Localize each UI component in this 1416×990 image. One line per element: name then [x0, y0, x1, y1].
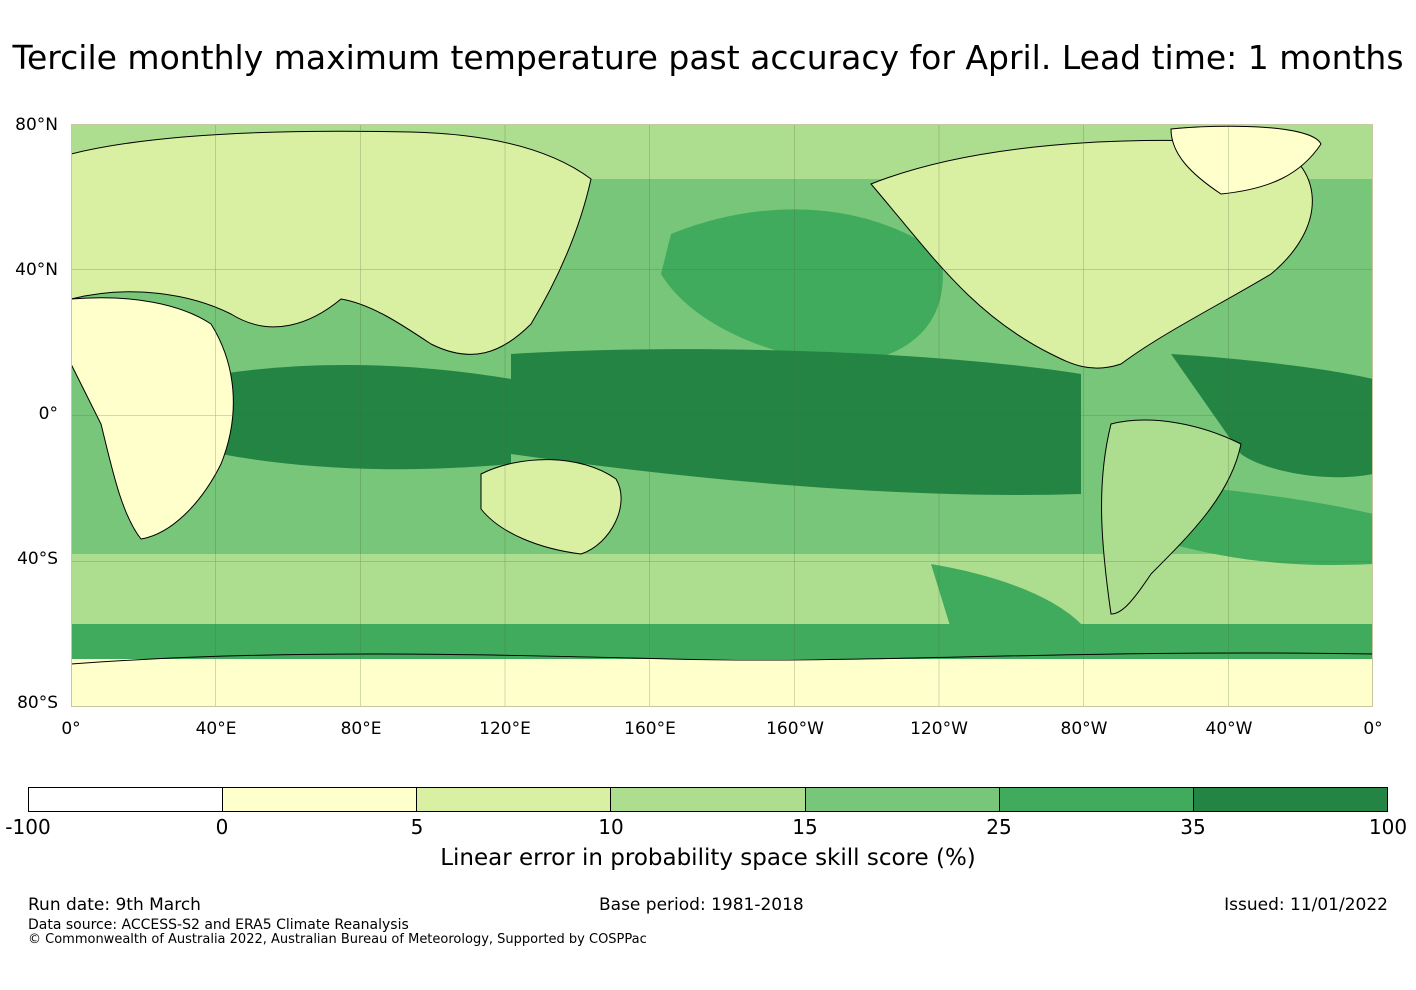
south-pacific-zone — [931, 564, 1081, 629]
lon-label-80e: 80°E — [340, 719, 382, 739]
lon-label-0-east: 0° — [1363, 719, 1383, 739]
colorbar-segment — [999, 788, 1194, 811]
colorbar — [28, 787, 1388, 812]
southern-ocean-band — [71, 554, 1373, 624]
colorbar-segment — [29, 788, 224, 811]
lon-label-40e: 40°E — [195, 719, 237, 739]
data-source: Data source: ACCESS-S2 and ERA5 Climate … — [28, 917, 409, 933]
tropical-pacific — [511, 349, 1081, 495]
australia-landmass — [480, 459, 622, 555]
colorbar-segment — [417, 788, 612, 811]
colorbar-label: Linear error in probability space skill … — [440, 845, 976, 871]
lon-label-40w: 40°W — [1205, 719, 1253, 739]
antarctica-region — [71, 659, 1373, 707]
colorbar-segment — [805, 788, 1000, 811]
africa-landmass — [71, 297, 234, 540]
colorbar-tick: 15 — [792, 815, 818, 839]
colorbar-tick: -100 — [5, 815, 51, 839]
lon-label-120e: 120°E — [479, 719, 531, 739]
lon-label-80w: 80°W — [1060, 719, 1108, 739]
lat-label-80n: 80°N — [15, 115, 58, 135]
colorbar-tick: 10 — [598, 815, 624, 839]
tropical-indian-ocean — [221, 364, 511, 470]
copyright: © Commonwealth of Australia 2022, Austra… — [28, 932, 647, 947]
eurasia-landmass — [71, 130, 592, 355]
map-frame — [71, 124, 1373, 707]
south-atlantic-zone — [1171, 484, 1373, 565]
lon-label-160w: 160°W — [766, 719, 824, 739]
colorbar-segment — [1193, 788, 1387, 811]
lat-label-80s: 80°S — [17, 693, 58, 713]
map-title: Tercile monthly maximum temperature past… — [12, 38, 1404, 77]
colorbar-tick: 5 — [410, 815, 424, 839]
antarctica-coastline — [71, 652, 1373, 665]
lat-label-0: 0° — [38, 404, 58, 424]
base-period: Base period: 1981-2018 — [599, 895, 804, 915]
north-pacific-zone — [661, 209, 943, 364]
colorbar-tick: 0 — [215, 815, 229, 839]
colorbar-segment — [223, 788, 418, 811]
colorbar-tick: 35 — [1180, 815, 1206, 839]
colorbar-tick: 100 — [1368, 815, 1408, 839]
lon-label-120w: 120°W — [910, 719, 968, 739]
colorbar-segment — [611, 788, 806, 811]
south-america-landmass — [1101, 419, 1242, 615]
lon-label-0: 0° — [61, 719, 81, 739]
issued-date: Issued: 11/01/2022 — [1224, 895, 1388, 915]
graticule — [71, 124, 1373, 707]
lon-label-160e: 160°E — [624, 719, 676, 739]
lat-label-40s: 40°S — [17, 549, 58, 569]
run-date: Run date: 9th March — [28, 895, 201, 915]
north-america-landmass — [870, 139, 1313, 369]
greenland-landmass — [1170, 125, 1322, 195]
colorbar-tick: 25 — [986, 815, 1012, 839]
lat-label-40n: 40°N — [15, 260, 58, 280]
skill-score-map — [71, 124, 1373, 707]
